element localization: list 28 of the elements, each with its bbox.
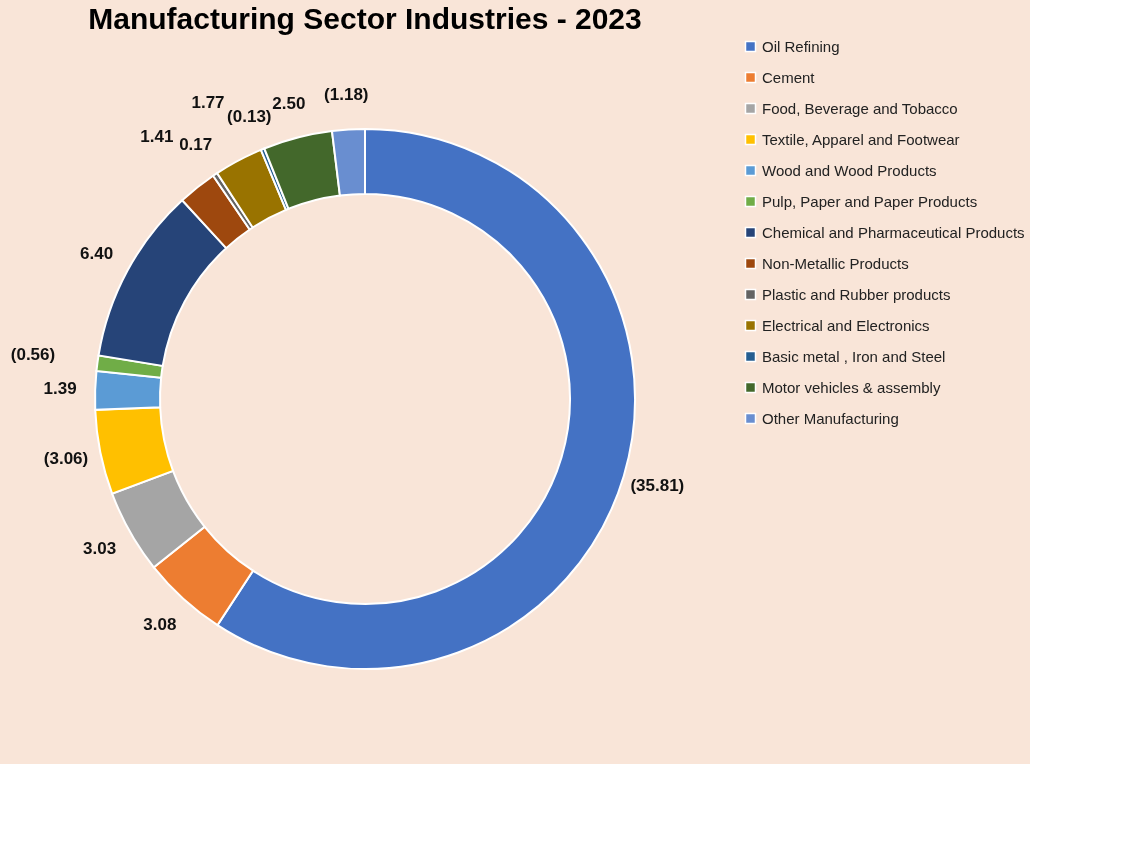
- data-label: 3.03: [83, 539, 117, 559]
- legend-label: Other Manufacturing: [762, 409, 899, 427]
- legend-label: Textile, Apparel and Footwear: [762, 130, 960, 148]
- legend-label: Plastic and Rubber products: [762, 285, 951, 303]
- legend-label: Electrical and Electronics: [762, 316, 930, 334]
- data-label: (3.06): [43, 449, 89, 469]
- data-label: 1.39: [43, 379, 77, 399]
- legend-label: Pulp, Paper and Paper Products: [762, 192, 978, 210]
- legend-label: Non-Metallic Products: [762, 254, 909, 272]
- legend-label: Motor vehicles & assembly: [762, 378, 941, 396]
- legend-label: Basic metal , Iron and Steel: [762, 347, 946, 365]
- data-label: 6.40: [80, 244, 114, 264]
- data-label: (0.13): [227, 106, 272, 126]
- chart-title: Manufacturing Sector Industries - 2023: [88, 2, 642, 35]
- data-label: (35.81): [630, 475, 685, 495]
- legend-label: Cement: [762, 68, 816, 86]
- legend-label: Wood and Wood Products: [762, 161, 937, 179]
- legend-label: Food, Beverage and Tobacco: [762, 99, 958, 117]
- data-label: (1.18): [324, 84, 369, 104]
- donut-slice: [216, 148, 287, 229]
- data-label: 2.50: [272, 93, 306, 113]
- legend-label: Oil Refining: [762, 37, 840, 55]
- data-label: 1.41: [140, 126, 174, 146]
- data-label: (0.56): [10, 344, 56, 364]
- data-label: 3.08: [143, 614, 177, 634]
- data-label: 1.77: [191, 93, 225, 113]
- legend-label: Chemical and Pharmaceutical Products: [762, 223, 1025, 241]
- data-label: 0.17: [179, 135, 213, 155]
